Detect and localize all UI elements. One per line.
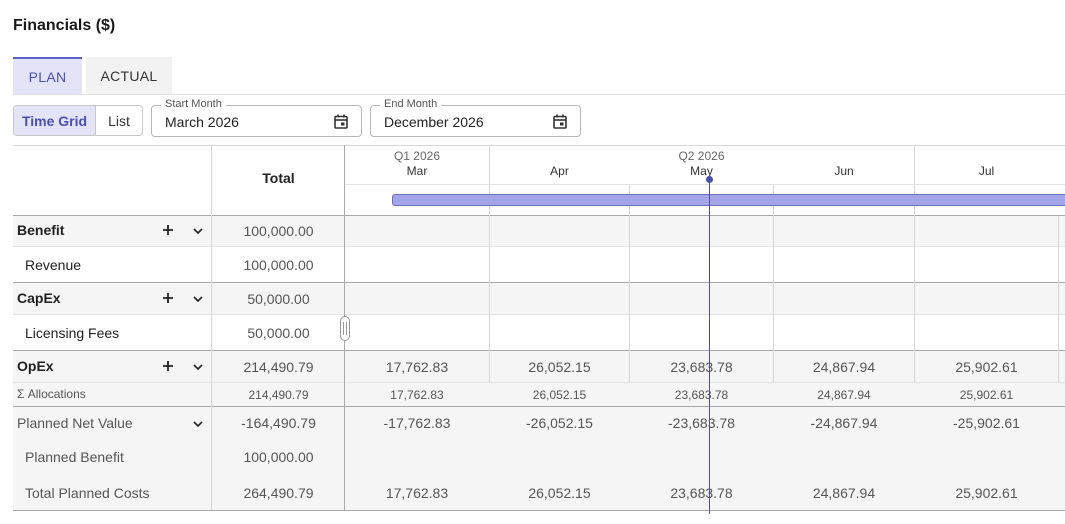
- net-value-jul: -25,902.61: [953, 415, 1020, 431]
- add-icon[interactable]: [162, 292, 174, 304]
- tab-plan[interactable]: PLAN: [13, 57, 82, 94]
- licensing-fees-total: 50,000.00: [247, 325, 310, 341]
- row-divider: [13, 406, 1065, 407]
- net-value-section-bg: [13, 407, 1065, 510]
- view-toggle: Time Grid List: [13, 105, 143, 136]
- opex-apr: 26,052.15: [528, 359, 591, 375]
- header-bottom-border: [13, 215, 1065, 216]
- page-title: Financials ($): [13, 17, 116, 34]
- column-divider: [1058, 216, 1059, 383]
- allocations-apr: 26,052.15: [532, 388, 587, 402]
- timeline-header-divider: [345, 184, 1065, 185]
- add-icon[interactable]: [162, 224, 174, 236]
- grid-top-border: [13, 145, 1065, 146]
- row-divider: [13, 246, 1065, 247]
- net-value-mar: -17,762.83: [383, 415, 451, 431]
- end-month-field[interactable]: End Month December 2026: [370, 98, 581, 137]
- list-button[interactable]: List: [108, 112, 130, 129]
- capex-total: 50,000.00: [247, 291, 310, 307]
- row-divider: [13, 350, 1065, 351]
- start-month-label: Start Month: [161, 98, 226, 110]
- opex-total: 214,490.79: [243, 359, 314, 375]
- planned-benefit-total: 100,000.00: [243, 449, 314, 465]
- column-resize-handle[interactable]: [340, 316, 350, 341]
- calendar-icon[interactable]: [553, 114, 567, 129]
- tabs-divider: [13, 94, 1065, 95]
- net-value-jun: -24,867.94: [810, 415, 878, 431]
- row-label-planned-benefit: Planned Benefit: [25, 449, 124, 465]
- today-marker-line: [709, 176, 710, 514]
- column-divider: [914, 145, 915, 383]
- planned-costs-jul: 25,902.61: [955, 485, 1018, 501]
- row-label-revenue: Revenue: [25, 257, 82, 273]
- month-label-apr: Apr: [550, 164, 569, 178]
- today-marker-dot: [706, 176, 713, 183]
- allocations-total: 214,490.79: [248, 388, 309, 402]
- start-month-field[interactable]: Start Month March 2026: [151, 98, 362, 137]
- allocations-jul: 25,902.61: [959, 388, 1014, 402]
- opex-jul: 25,902.61: [955, 359, 1018, 375]
- benefit-total: 100,000.00: [243, 223, 314, 239]
- tab-bar: PLAN ACTUAL: [13, 57, 172, 94]
- net-value-total: -164,490.79: [241, 415, 316, 431]
- column-divider: [629, 184, 630, 383]
- end-month-value: December 2026: [384, 114, 484, 130]
- chevron-down-icon[interactable]: [192, 361, 204, 373]
- capex-row-bg: [13, 283, 1065, 315]
- grid-bottom-border: [13, 510, 1065, 511]
- row-label-benefit: Benefit: [17, 222, 65, 238]
- row-label-capex: CapEx: [17, 290, 61, 306]
- row-divider: [13, 314, 1065, 315]
- allocations-jun: 24,867.94: [817, 388, 871, 402]
- row-label-allocations: Σ Allocations: [17, 387, 86, 401]
- benefit-row-bg: [13, 216, 1065, 247]
- net-value-may: -23,683.78: [668, 415, 735, 431]
- start-month-value: March 2026: [165, 114, 239, 130]
- chevron-down-icon[interactable]: [192, 225, 204, 237]
- column-divider: [211, 145, 212, 510]
- opex-mar: 17,762.83: [385, 359, 449, 375]
- column-divider: [773, 184, 774, 383]
- tab-actual[interactable]: ACTUAL: [86, 57, 172, 94]
- row-label-opex: OpEx: [17, 358, 54, 374]
- add-icon[interactable]: [162, 360, 174, 372]
- allocations-may: 23,683.78: [674, 388, 729, 402]
- end-month-label: End Month: [380, 98, 442, 110]
- allocations-mar: 17,762.83: [390, 388, 444, 402]
- planned-costs-mar: 17,762.83: [385, 485, 449, 501]
- month-label-mar: Mar: [406, 164, 428, 178]
- timeline-bar[interactable]: [392, 194, 1065, 206]
- chevron-down-icon[interactable]: [192, 293, 204, 305]
- row-label-licensing-fees: Licensing Fees: [25, 325, 120, 341]
- month-label-jul: Jul: [978, 164, 995, 178]
- opex-row-bg: [13, 351, 1065, 407]
- column-divider: [489, 145, 490, 383]
- opex-jun: 24,867.94: [812, 359, 876, 375]
- total-column-header: Total: [262, 170, 295, 186]
- row-label-planned-net-value: Planned Net Value: [17, 415, 133, 431]
- planned-costs-total: 264,490.79: [243, 485, 314, 501]
- row-divider: [13, 382, 1065, 383]
- quarter-label-q2: Q2 2026: [678, 149, 725, 163]
- planned-costs-apr: 26,052.15: [528, 485, 591, 501]
- time-grid-button[interactable]: Time Grid: [14, 106, 96, 135]
- net-value-apr: -26,052.15: [526, 415, 593, 431]
- revenue-total: 100,000.00: [243, 257, 314, 273]
- quarter-label-q1: Q1 2026: [393, 149, 441, 163]
- month-label-may: May: [690, 164, 713, 178]
- row-divider: [13, 282, 1065, 283]
- opex-may: 23,683.78: [670, 359, 733, 375]
- planned-costs-jun: 24,867.94: [812, 485, 876, 501]
- row-label-total-planned-costs: Total Planned Costs: [25, 485, 150, 501]
- calendar-icon[interactable]: [334, 114, 348, 129]
- planned-costs-may: 23,683.78: [670, 485, 733, 501]
- chevron-down-icon[interactable]: [192, 418, 204, 430]
- month-label-jun: Jun: [834, 164, 854, 178]
